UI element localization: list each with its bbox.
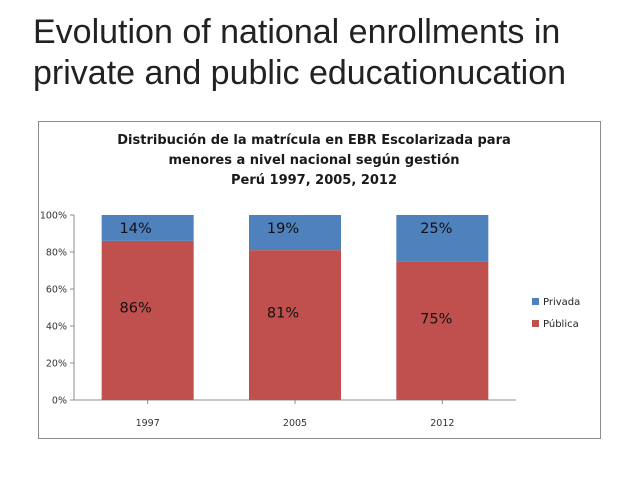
bar-pblica-2012 [396,261,489,400]
y-tick-label: 60% [46,285,67,296]
chart-frame: Distribución de la matrícula en EBR Esco… [38,121,601,439]
legend-label: Privada [543,297,580,308]
data-label: 81% [267,306,299,322]
y-tick-label: 20% [46,359,67,370]
stacked-bar-chart: Distribución de la matrícula en EBR Esco… [40,133,580,429]
legend-swatch [532,298,539,305]
data-label: 25% [420,221,452,237]
y-tick-label: 80% [46,248,67,259]
data-label: 19% [267,221,299,237]
y-tick-label: 100% [40,211,67,222]
y-tick-label: 40% [46,322,67,333]
x-tick-label: 2012 [430,418,454,429]
bar-privada-2012 [396,215,489,262]
chart-title-line: Perú 1997, 2005, 2012 [231,173,397,188]
x-tick-label: 2005 [283,418,307,429]
legend-swatch [532,320,539,327]
chart-title-line: Distribución de la matrícula en EBR Esco… [117,133,511,148]
chart-title-line: menores a nivel nacional según gestión [168,153,459,168]
y-tick-label: 0% [52,396,67,407]
data-label: 75% [420,312,452,328]
legend-label: Pública [543,318,579,330]
bar-pblica-2005 [249,250,341,400]
bar-privada-1997 [101,215,194,241]
x-tick-label: 1997 [136,418,160,429]
data-label: 86% [120,300,152,316]
slide-title: Evolution of national enrollments in pri… [33,13,567,92]
data-label: 14% [120,221,152,237]
bar-privada-2005 [249,215,341,251]
bar-pblica-1997 [101,240,194,400]
